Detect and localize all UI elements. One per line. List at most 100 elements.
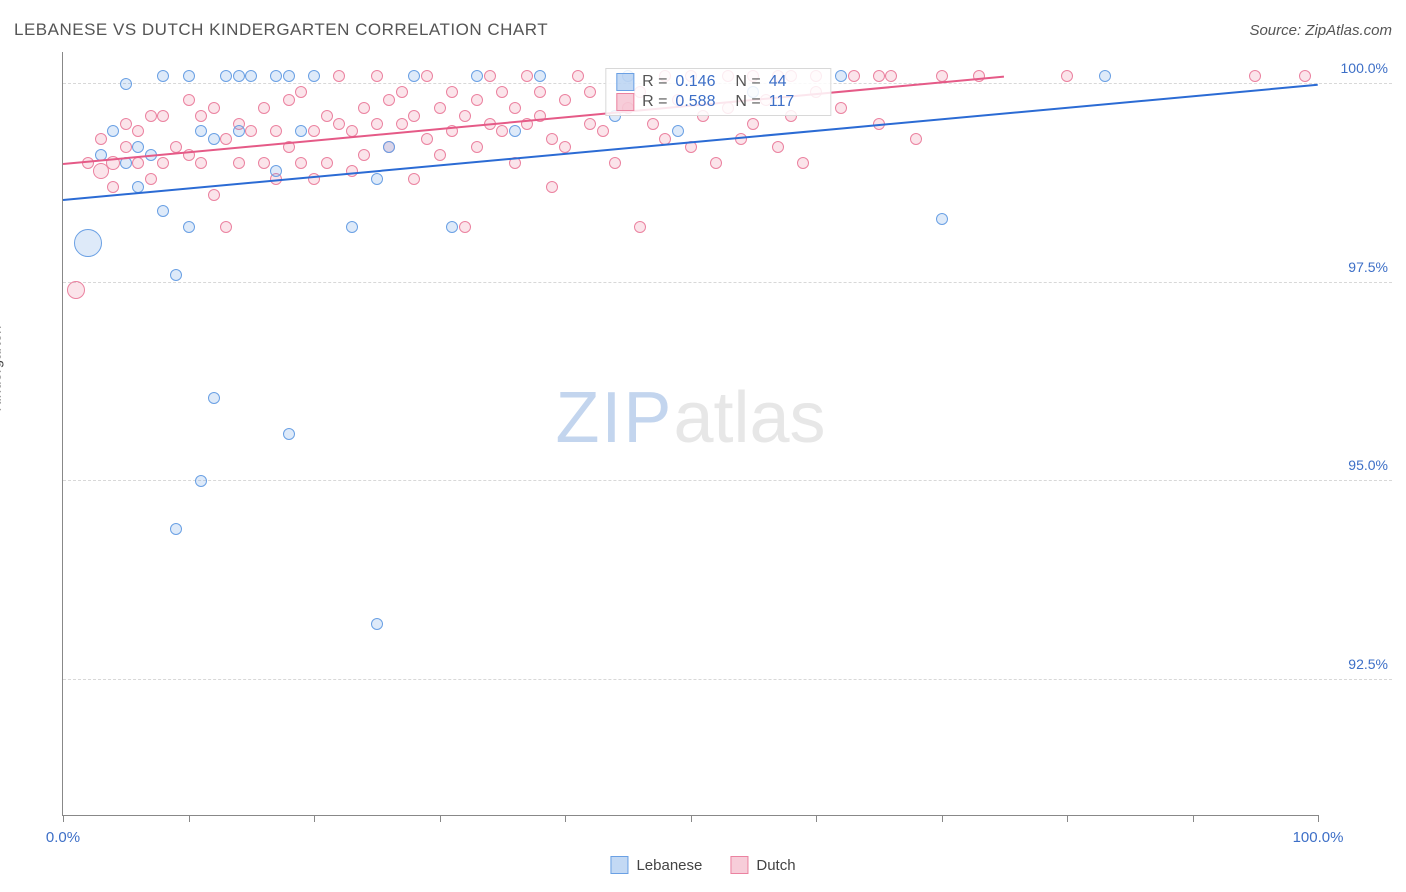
data-point <box>220 70 232 82</box>
data-point <box>132 141 144 153</box>
data-point <box>546 133 558 145</box>
x-tick <box>440 815 441 822</box>
data-point <box>835 70 847 82</box>
data-point <box>710 157 722 169</box>
data-point <box>797 157 809 169</box>
data-point <box>220 221 232 233</box>
data-point <box>471 141 483 153</box>
data-point <box>383 141 395 153</box>
data-point <box>471 70 483 82</box>
data-point <box>346 221 358 233</box>
data-point <box>408 110 420 122</box>
data-point <box>584 118 596 130</box>
data-point <box>308 125 320 137</box>
legend-item-lebanese: Lebanese <box>610 856 702 874</box>
data-point <box>647 118 659 130</box>
data-point <box>270 165 282 177</box>
data-point <box>521 70 533 82</box>
data-point <box>283 70 295 82</box>
data-point <box>371 173 383 185</box>
data-point <box>747 118 759 130</box>
data-point <box>873 70 885 82</box>
data-point <box>107 125 119 137</box>
data-point <box>67 281 85 299</box>
x-tick-label: 100.0% <box>1293 829 1344 846</box>
data-point <box>145 173 157 185</box>
data-point <box>471 94 483 106</box>
data-point <box>1061 70 1073 82</box>
x-tick <box>816 815 817 822</box>
chart-title: LEBANESE VS DUTCH KINDERGARTEN CORRELATI… <box>14 20 548 40</box>
gridline <box>63 480 1392 481</box>
data-point <box>107 181 119 193</box>
x-tick <box>691 815 692 822</box>
data-point <box>408 173 420 185</box>
data-point <box>195 475 207 487</box>
stats-r-label: R = <box>642 93 667 111</box>
stats-n-label: N = <box>735 93 760 111</box>
data-point <box>321 110 333 122</box>
data-point <box>885 70 897 82</box>
data-point <box>383 94 395 106</box>
data-point <box>321 157 333 169</box>
data-point <box>1249 70 1261 82</box>
data-point <box>233 70 245 82</box>
data-point <box>496 125 508 137</box>
data-point <box>672 125 684 137</box>
data-point <box>132 157 144 169</box>
data-point <box>245 70 257 82</box>
data-point <box>434 149 446 161</box>
y-axis-label: Kindergarten <box>0 326 5 412</box>
gridline <box>63 679 1392 680</box>
data-point <box>258 102 270 114</box>
data-point <box>1299 70 1311 82</box>
data-point <box>170 269 182 281</box>
data-point <box>157 110 169 122</box>
data-point <box>559 94 571 106</box>
data-point <box>233 157 245 169</box>
data-point <box>170 523 182 535</box>
data-point <box>308 70 320 82</box>
y-tick-label: 100.0% <box>1341 60 1388 76</box>
data-point <box>396 118 408 130</box>
data-point <box>848 70 860 82</box>
data-point <box>295 86 307 98</box>
data-point <box>333 70 345 82</box>
data-point <box>421 70 433 82</box>
data-point <box>358 102 370 114</box>
x-tick <box>1193 815 1194 822</box>
data-point <box>195 125 207 137</box>
data-point <box>283 94 295 106</box>
data-point <box>459 221 471 233</box>
x-tick <box>189 815 190 822</box>
stats-r-value: 0.588 <box>675 93 727 111</box>
x-tick <box>1067 815 1068 822</box>
watermark: ZIPatlas <box>555 377 825 459</box>
data-point <box>270 125 282 137</box>
x-tick-label: 0.0% <box>46 829 80 846</box>
data-point <box>446 86 458 98</box>
data-point <box>835 102 847 114</box>
data-point <box>396 86 408 98</box>
data-point <box>208 102 220 114</box>
data-point <box>183 221 195 233</box>
data-point <box>421 133 433 145</box>
data-point <box>208 392 220 404</box>
x-tick <box>63 815 64 822</box>
data-point <box>609 157 621 169</box>
gridline <box>63 282 1392 283</box>
x-tick <box>942 815 943 822</box>
data-point <box>258 157 270 169</box>
legend-label-lebanese: Lebanese <box>636 857 702 874</box>
data-point <box>1099 70 1111 82</box>
data-point <box>157 205 169 217</box>
legend-item-dutch: Dutch <box>730 856 795 874</box>
data-point <box>459 110 471 122</box>
stats-swatch <box>616 93 634 111</box>
x-tick <box>314 815 315 822</box>
data-point <box>408 70 420 82</box>
data-point <box>208 133 220 145</box>
stats-row: R =0.146N =44 <box>616 73 821 91</box>
data-point <box>157 157 169 169</box>
stats-n-value: 117 <box>769 93 821 111</box>
